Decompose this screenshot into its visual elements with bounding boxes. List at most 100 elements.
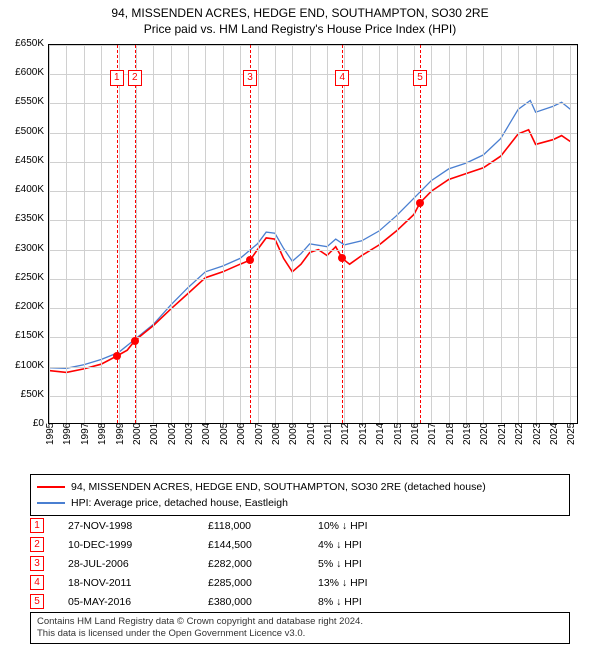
y-axis-label: £600K: [0, 67, 44, 78]
title-block: 94, MISSENDEN ACRES, HEDGE END, SOUTHAMP…: [0, 0, 600, 36]
gridline-v: [240, 45, 241, 423]
gridline-h: [49, 308, 577, 309]
gridline-h: [49, 250, 577, 251]
transaction-number-badge: 5: [30, 594, 44, 609]
transaction-row: 127-NOV-1998£118,00010% ↓ HPI: [30, 516, 570, 535]
transaction-number-badge: 1: [30, 518, 44, 533]
transaction-price: £118,000: [208, 520, 318, 532]
x-axis-label: 2006: [236, 423, 247, 445]
transaction-marker-line: [342, 45, 343, 423]
x-axis-label: 2004: [201, 423, 212, 445]
chart: 12345 £0£50K£100K£150K£200K£250K£300K£35…: [48, 44, 578, 424]
footer-line2: This data is licensed under the Open Gov…: [37, 628, 563, 640]
legend-item: HPI: Average price, detached house, East…: [37, 495, 563, 511]
gridline-v: [501, 45, 502, 423]
gridline-v: [119, 45, 120, 423]
transaction-row: 505-MAY-2016£380,0008% ↓ HPI: [30, 592, 570, 611]
transactions-table: 127-NOV-1998£118,00010% ↓ HPI210-DEC-199…: [30, 516, 570, 611]
x-axis-label: 2011: [323, 423, 334, 445]
gridline-v: [49, 45, 50, 423]
gridline-v: [397, 45, 398, 423]
x-axis-label: 2017: [427, 423, 438, 445]
footer: Contains HM Land Registry data © Crown c…: [30, 612, 570, 644]
transaction-marker-line: [117, 45, 118, 423]
y-axis-label: £550K: [0, 96, 44, 107]
gridline-v: [553, 45, 554, 423]
transaction-dot: [246, 256, 254, 264]
legend-item: 94, MISSENDEN ACRES, HEDGE END, SOUTHAMP…: [37, 479, 563, 495]
x-axis-label: 2023: [532, 423, 543, 445]
gridline-v: [136, 45, 137, 423]
transaction-marker-line: [135, 45, 136, 423]
y-axis-label: £200K: [0, 301, 44, 312]
gridline-v: [449, 45, 450, 423]
x-axis-label: 1995: [45, 423, 56, 445]
transaction-date: 05-MAY-2016: [68, 596, 208, 608]
x-axis-label: 2022: [514, 423, 525, 445]
x-axis-label: 2016: [410, 423, 421, 445]
gridline-h: [49, 45, 577, 46]
transaction-marker-line: [250, 45, 251, 423]
x-axis-label: 2007: [254, 423, 265, 445]
gridline-h: [49, 103, 577, 104]
x-axis-label: 2009: [288, 423, 299, 445]
transaction-number-badge: 2: [30, 537, 44, 552]
x-axis-label: 2005: [219, 423, 230, 445]
title-address: 94, MISSENDEN ACRES, HEDGE END, SOUTHAMP…: [0, 6, 600, 20]
y-axis-label: £400K: [0, 184, 44, 195]
transaction-row: 328-JUL-2006£282,0005% ↓ HPI: [30, 554, 570, 573]
gridline-v: [431, 45, 432, 423]
gridline-v: [292, 45, 293, 423]
transaction-dot: [338, 254, 346, 262]
transaction-marker-badge: 3: [243, 70, 257, 86]
transaction-diff: 5% ↓ HPI: [318, 558, 428, 570]
legend-swatch: [37, 486, 65, 488]
x-axis-label: 2015: [393, 423, 404, 445]
gridline-v: [344, 45, 345, 423]
transaction-marker-badge: 1: [110, 70, 124, 86]
x-axis-label: 2025: [566, 423, 577, 445]
transaction-row: 210-DEC-1999£144,5004% ↓ HPI: [30, 535, 570, 554]
x-axis-label: 2021: [497, 423, 508, 445]
y-axis-label: £650K: [0, 38, 44, 49]
x-axis-label: 2001: [149, 423, 160, 445]
gridline-v: [223, 45, 224, 423]
legend: 94, MISSENDEN ACRES, HEDGE END, SOUTHAMP…: [30, 474, 570, 516]
x-axis-label: 1999: [115, 423, 126, 445]
y-axis-label: £450K: [0, 155, 44, 166]
gridline-v: [66, 45, 67, 423]
legend-swatch: [37, 502, 65, 504]
gridline-v: [310, 45, 311, 423]
gridline-v: [84, 45, 85, 423]
transaction-date: 10-DEC-1999: [68, 539, 208, 551]
gridline-v: [518, 45, 519, 423]
gridline-v: [483, 45, 484, 423]
transaction-dot: [131, 337, 139, 345]
x-axis-label: 2010: [306, 423, 317, 445]
y-axis-label: £500K: [0, 126, 44, 137]
y-axis-label: £100K: [0, 360, 44, 371]
gridline-v: [327, 45, 328, 423]
y-axis-label: £300K: [0, 243, 44, 254]
gridline-v: [171, 45, 172, 423]
x-axis-label: 2019: [462, 423, 473, 445]
x-axis-label: 2003: [184, 423, 195, 445]
gridline-v: [205, 45, 206, 423]
x-axis-label: 2000: [132, 423, 143, 445]
gridline-v: [414, 45, 415, 423]
title-subtitle: Price paid vs. HM Land Registry's House …: [0, 22, 600, 36]
x-axis-label: 1996: [62, 423, 73, 445]
transaction-marker-badge: 4: [335, 70, 349, 86]
x-axis-label: 2024: [549, 423, 560, 445]
gridline-v: [379, 45, 380, 423]
x-axis-label: 2018: [445, 423, 456, 445]
footer-line1: Contains HM Land Registry data © Crown c…: [37, 616, 563, 628]
x-axis-label: 1998: [97, 423, 108, 445]
x-axis-label: 2002: [167, 423, 178, 445]
gridline-v: [188, 45, 189, 423]
line-layer: [49, 45, 579, 425]
gridline-h: [49, 396, 577, 397]
gridline-h: [49, 367, 577, 368]
x-axis-label: 2014: [375, 423, 386, 445]
gridline-h: [49, 162, 577, 163]
